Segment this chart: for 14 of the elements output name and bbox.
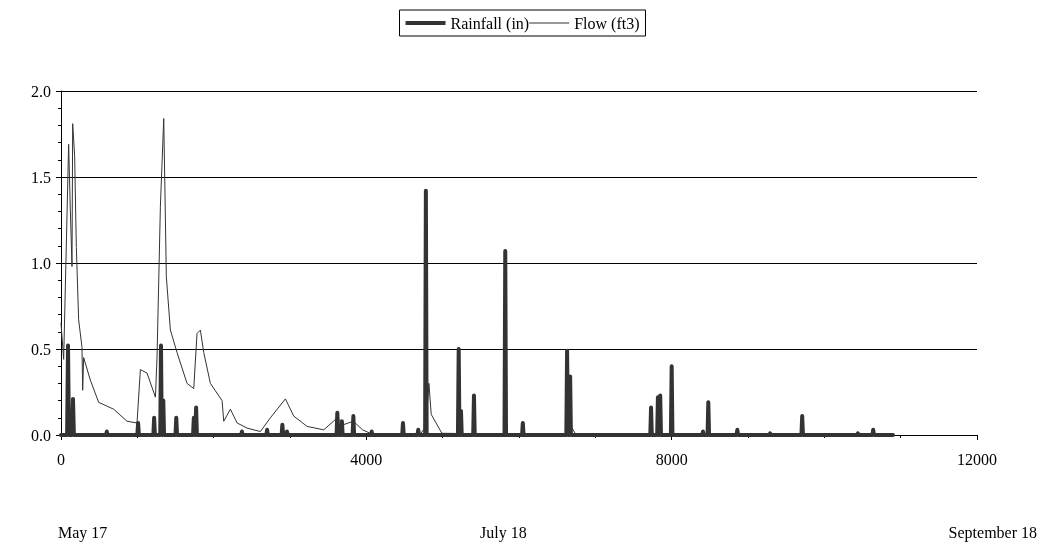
x-tick-label: 8000: [655, 450, 688, 468]
text: July 18: [480, 523, 527, 542]
y-tick-label: 0.5: [31, 340, 51, 358]
x-tick-label: 0: [57, 450, 65, 468]
legend-label: Flow (ft3): [574, 14, 640, 33]
text: May 17: [58, 523, 108, 542]
x-tick-label: 12000: [957, 450, 997, 468]
y-tick-label: 0.0: [31, 426, 51, 444]
legend-label: Rainfall (in): [450, 14, 530, 33]
y-tick-label: 2.0: [31, 82, 51, 100]
y-tick-label: 1.0: [31, 254, 51, 272]
text: September 18: [948, 523, 1037, 542]
y-tick-label: 1.5: [31, 168, 51, 186]
x-tick-label: 4000: [350, 450, 383, 468]
